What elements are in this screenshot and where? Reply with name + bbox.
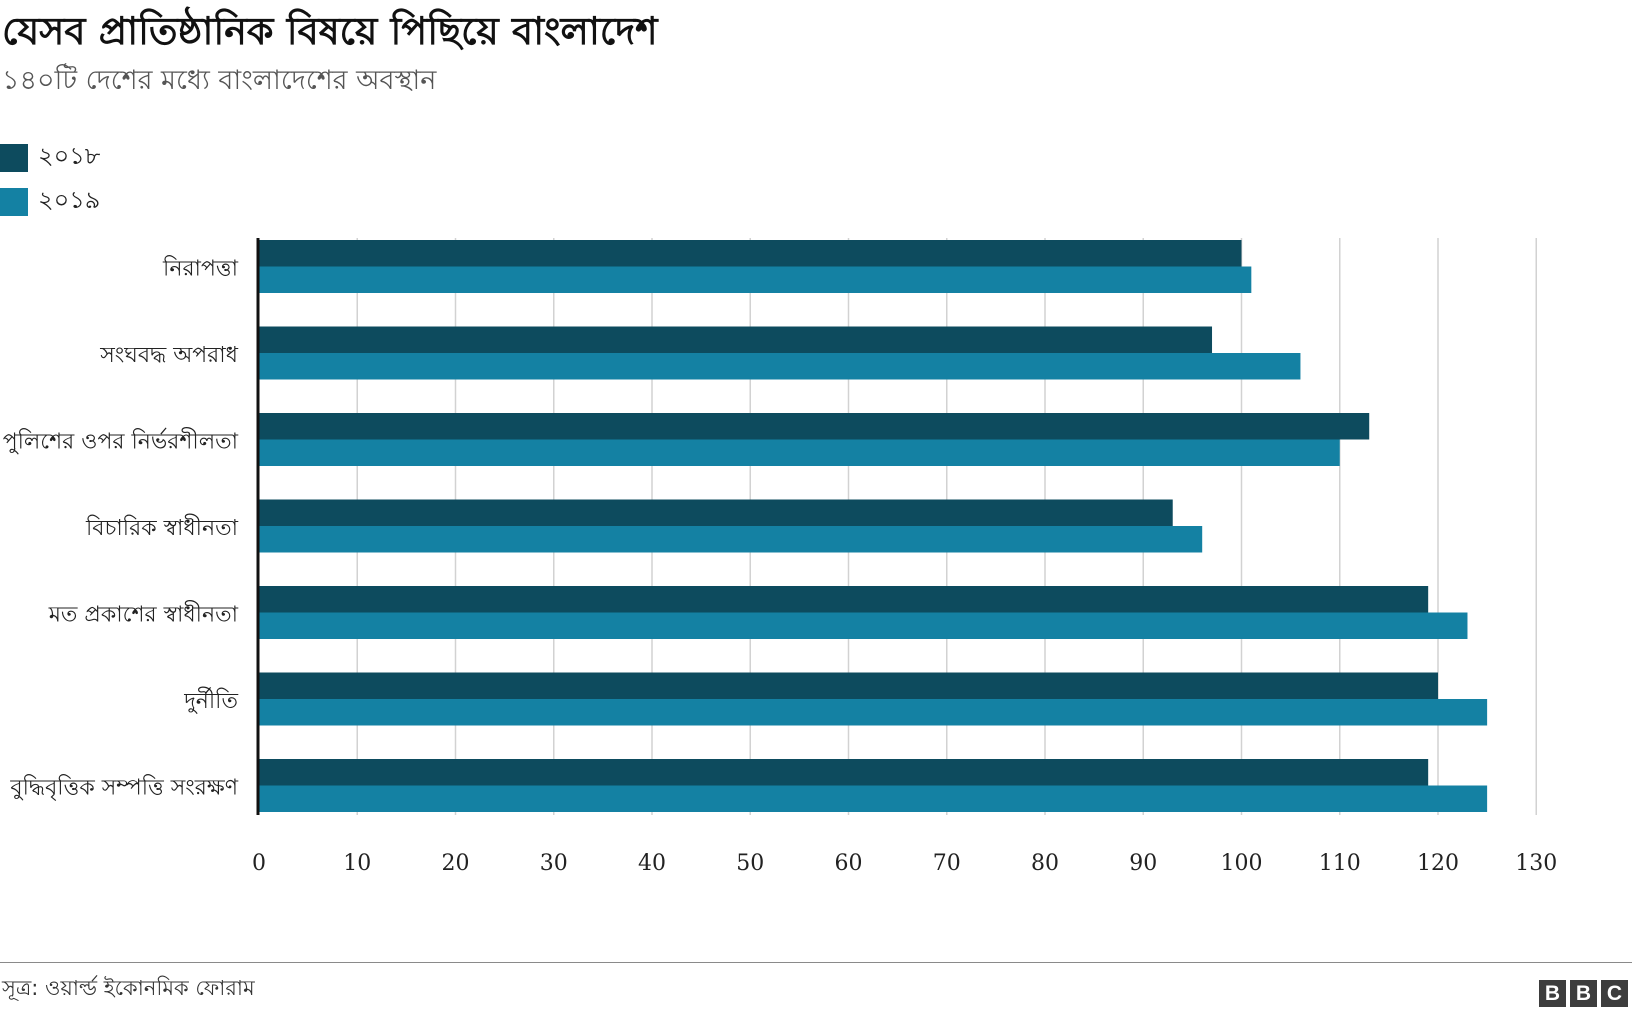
bar-7-series-1: [259, 759, 1429, 786]
legend-swatch-2018: [0, 144, 28, 172]
bbc-logo: B B C: [1539, 980, 1628, 1007]
legend-label-2019: ২০১৯: [38, 186, 101, 214]
x-tick-label-30: 30: [540, 851, 568, 876]
footer-divider: [0, 962, 1632, 963]
x-tick-label-40: 40: [638, 851, 666, 876]
category-label-1: নিরাপত্তা: [162, 256, 239, 282]
x-tick-label-90: 90: [1129, 851, 1157, 876]
bar-4-series-2: [259, 526, 1203, 553]
x-tick-label-80: 80: [1031, 851, 1059, 876]
category-label-7: বুদ্ধিবৃত্তিক সম্পত্তি সংরক্ষণ: [9, 775, 238, 801]
x-tick-label-20: 20: [442, 851, 470, 876]
source-note: সূত্র: ওয়ার্ল্ড ইকোনমিক ফোরাম: [2, 976, 255, 1000]
legend-swatch-2019: [0, 188, 28, 216]
bar-5-series-2: [259, 612, 1468, 639]
x-tick-label-120: 120: [1417, 851, 1459, 876]
logo-letter-b2: B: [1570, 980, 1597, 1007]
x-tick-label-60: 60: [835, 851, 863, 876]
category-label-5: মত প্রকাশের স্বাধীনতা: [48, 601, 239, 628]
x-tick-label-10: 10: [343, 851, 371, 876]
category-label-3: পুলিশের ওপর নির্ভরশীলতা: [3, 428, 239, 455]
legend-item-2019: ২০১৯: [0, 180, 100, 224]
logo-letter-b1: B: [1539, 980, 1566, 1007]
bar-1-series-2: [259, 266, 1252, 293]
bar-1-series-1: [259, 240, 1242, 267]
bar-2-series-2: [259, 353, 1301, 380]
bar-chart: নিরাপত্তা সংঘবদ্ধ অপরাধ পুলিশের ওপর নির্ভর…: [3, 238, 1557, 876]
chart-title: যেসব প্রাতিষ্ঠানিক বিষয়ে পিছিয়ে বাংলাদ…: [2, 9, 658, 53]
legend-label-2018: ২০১৮: [38, 142, 101, 170]
x-tick-label-70: 70: [933, 851, 961, 876]
bar-2-series-1: [259, 326, 1213, 353]
x-tick-label-130: 130: [1515, 851, 1557, 876]
legend-item-2018: ২০১৮: [0, 136, 100, 180]
chart-subtitle: ১৪০টি দেশের মধ্যে বাংলাদেশের অবস্থান: [2, 65, 437, 96]
x-tick-label-0: 0: [252, 851, 266, 876]
category-label-2: সংঘবদ্ধ অপরাধ: [99, 343, 238, 368]
category-label-6: দুর্নীতি: [183, 687, 238, 714]
bar-3-series-2: [259, 439, 1340, 466]
bar-5-series-1: [259, 586, 1429, 613]
legend: ২০১৮ ২০১৯: [0, 136, 100, 224]
x-tick-label-50: 50: [736, 851, 764, 876]
bar-3-series-1: [259, 413, 1370, 440]
bar-6-series-2: [259, 699, 1488, 726]
category-label-4: বিচারিক স্বাধীনতা: [85, 514, 239, 541]
bar-6-series-1: [259, 672, 1438, 699]
x-tick-label-100: 100: [1221, 851, 1263, 876]
x-tick-label-110: 110: [1319, 851, 1361, 876]
bar-7-series-2: [259, 785, 1488, 812]
logo-letter-c: C: [1601, 980, 1628, 1007]
bar-4-series-1: [259, 499, 1173, 526]
